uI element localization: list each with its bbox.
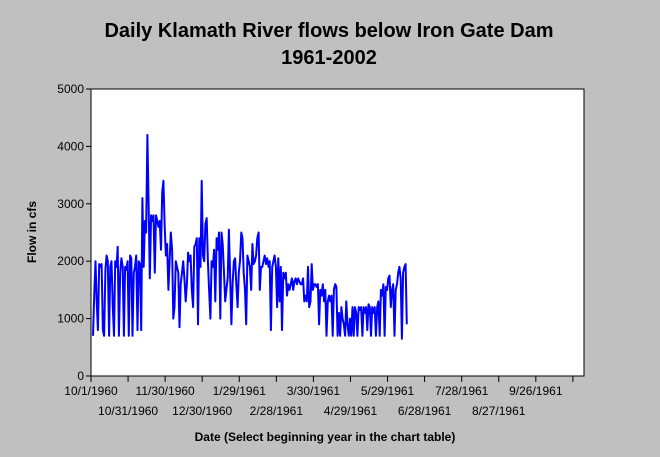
- y-tick-label: 2000: [57, 254, 84, 268]
- y-axis-label: Flow in cfs: [25, 201, 39, 263]
- x-tick-label: 7/28/1961: [435, 384, 489, 398]
- x-tick-label: 8/27/1961: [472, 404, 526, 418]
- x-axis-label: Date (Select beginning year in the chart…: [195, 430, 456, 444]
- x-tick-label: 5/29/1961: [361, 384, 415, 398]
- x-tick-label: 10/31/1960: [98, 404, 158, 418]
- x-tick-label: 1/29/1961: [213, 384, 267, 398]
- x-tick-label: 12/30/1960: [172, 404, 232, 418]
- x-tick-label: 9/26/1961: [509, 384, 563, 398]
- y-axis: 0 1000 2000 3000 4000 5000: [57, 82, 91, 383]
- x-tick-label: 6/28/1961: [398, 404, 452, 418]
- x-tick-label: 10/1/1960: [64, 384, 118, 398]
- y-tick-label: 4000: [57, 139, 84, 153]
- chart-title-line1: Daily Klamath River flows below Iron Gat…: [104, 20, 553, 42]
- y-tick-label: 3000: [57, 197, 84, 211]
- x-axis: 10/1/1960 11/30/1960 1/29/1961 3/30/1961 5/2…: [64, 376, 574, 418]
- x-tick-label: 11/30/1960: [136, 384, 195, 398]
- series-layer: [92, 133, 408, 340]
- x-tick-label: 4/29/1961: [324, 404, 378, 418]
- y-tick-label: 0: [77, 369, 84, 383]
- y-tick-label: 1000: [57, 312, 84, 326]
- chart-title-line2: 1961-2002: [281, 47, 377, 69]
- y-tick-label: 5000: [57, 82, 84, 96]
- x-tick-label: 2/28/1961: [250, 404, 304, 418]
- x-tick-label: 3/30/1961: [287, 384, 341, 398]
- flow-series-line: [92, 133, 408, 340]
